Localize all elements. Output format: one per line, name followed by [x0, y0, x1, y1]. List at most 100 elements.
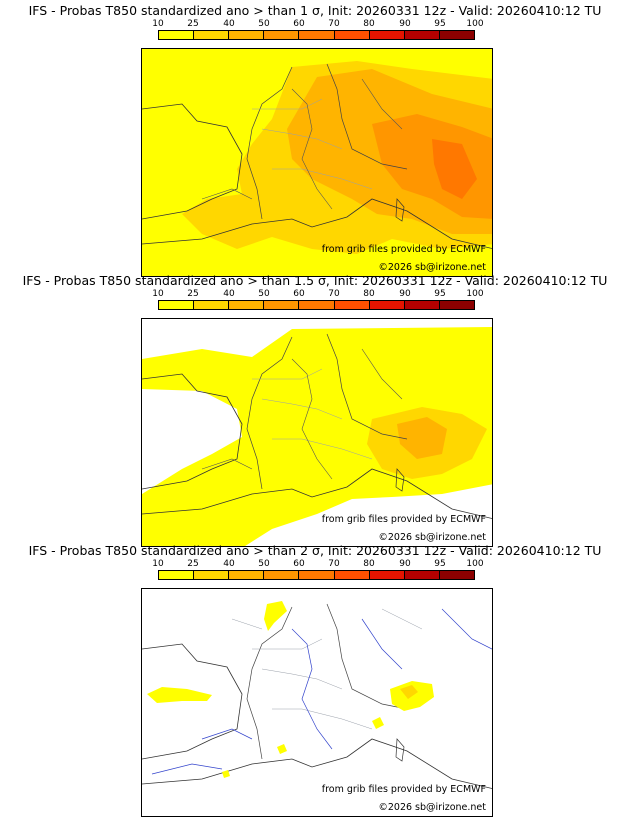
colorbar-ticks: 10 25 40 50 60 70 80 90 95 100	[152, 19, 487, 29]
map-graphic	[142, 49, 492, 276]
border	[326, 603, 408, 710]
colorbar-swatch	[194, 571, 230, 579]
colorbar-swatch	[194, 31, 230, 39]
colorbar-tick: 10	[152, 559, 164, 569]
border	[246, 606, 293, 760]
colorbar-swatch	[159, 571, 195, 579]
colorbar-tick: 40	[223, 289, 235, 299]
prob-field-10	[372, 717, 384, 729]
colorbar-tick: 60	[293, 289, 305, 299]
colorbar-swatch	[439, 301, 474, 309]
probability-map: from grib files provided by ECMWF ©2026 …	[141, 318, 493, 547]
colorbar	[158, 30, 475, 40]
colorbar-swatch	[369, 301, 405, 309]
colorbar-swatch	[264, 571, 300, 579]
credit-copyright: ©2026 sb@irizone.net	[378, 802, 486, 813]
region-borders	[252, 98, 373, 190]
colorbar-swatch	[369, 31, 405, 39]
island	[395, 198, 405, 222]
colorbar	[158, 570, 475, 580]
colorbar-tick: 40	[223, 19, 235, 29]
colorbar-tick: 10	[152, 289, 164, 299]
prob-field-10	[142, 327, 492, 546]
colorbar-ticks: 10 25 40 50 60 70 80 90 95 100	[152, 559, 487, 569]
colorbar-tick: 70	[328, 19, 340, 29]
colorbar-tick: 100	[466, 559, 484, 569]
colorbar-tick: 80	[363, 559, 375, 569]
colorbar-tick: 10	[152, 19, 164, 29]
colorbar-tick: 50	[258, 289, 270, 299]
prob-field-10	[222, 770, 230, 778]
credit-source: from grib files provided by ECMWF	[321, 514, 486, 525]
colorbar-swatch	[264, 301, 300, 309]
colorbar-tick: 90	[399, 289, 411, 299]
colorbar-tick: 80	[363, 19, 375, 29]
colorbar-swatch	[229, 571, 265, 579]
credit-source: from grib files provided by ECMWF	[321, 784, 486, 795]
colorbar-swatch	[439, 571, 474, 579]
colorbar-swatch	[404, 571, 440, 579]
panel-1-5sigma: IFS - Probas T850 standardized ano > tha…	[0, 270, 630, 547]
prob-field-60	[432, 139, 477, 199]
colorbar-swatch	[334, 301, 370, 309]
colorbar-swatch	[334, 31, 370, 39]
colorbar-swatch	[299, 31, 335, 39]
colorbar-tick: 60	[293, 19, 305, 29]
prob-field-10	[147, 687, 212, 703]
colorbar-tick: 100	[466, 289, 484, 299]
border	[326, 63, 408, 170]
island	[395, 738, 405, 762]
colorbar-tick: 50	[258, 19, 270, 29]
river	[201, 78, 403, 210]
colorbar-tick: 70	[328, 289, 340, 299]
map-background	[142, 589, 492, 816]
colorbar-tick: 100	[466, 19, 484, 29]
colorbar-swatch	[299, 571, 335, 579]
map-title: IFS - Probas T850 standardized ano > tha…	[28, 543, 602, 558]
coastline	[142, 198, 492, 249]
colorbar-swatch	[229, 301, 265, 309]
region-borders	[252, 368, 373, 460]
coastline	[142, 468, 492, 519]
colorbar-tick: 90	[399, 559, 411, 569]
colorbar-swatch	[404, 301, 440, 309]
colorbar-swatch	[369, 571, 405, 579]
colorbar-swatch	[159, 31, 195, 39]
colorbar-tick: 60	[293, 559, 305, 569]
map-graphic	[142, 319, 492, 546]
colorbar-tick: 25	[187, 19, 199, 29]
prob-field-10	[264, 601, 287, 631]
panel-2sigma: IFS - Probas T850 standardized ano > tha…	[0, 540, 630, 817]
colorbar-swatch	[159, 301, 195, 309]
colorbar-swatch	[334, 571, 370, 579]
credit-source: from grib files provided by ECMWF	[321, 244, 486, 255]
coastline	[142, 643, 243, 760]
colorbar-swatch	[194, 301, 230, 309]
colorbar-tick: 50	[258, 559, 270, 569]
map-title: IFS - Probas T850 standardized ano > tha…	[28, 3, 602, 18]
prob-field-40	[397, 417, 447, 459]
border	[246, 66, 293, 220]
colorbar-swatch	[439, 31, 474, 39]
colorbar-tick: 95	[434, 289, 446, 299]
colorbar-tick: 95	[434, 559, 446, 569]
region-borders	[231, 608, 423, 730]
map-graphic	[142, 589, 492, 816]
colorbar-tick: 80	[363, 289, 375, 299]
island	[395, 468, 405, 492]
border	[326, 333, 408, 440]
coastline	[142, 103, 243, 220]
colorbar-swatch	[404, 31, 440, 39]
colorbar-tick: 95	[434, 19, 446, 29]
prob-field-10	[277, 744, 287, 754]
colorbar-swatch	[264, 31, 300, 39]
colorbar-tick: 40	[223, 559, 235, 569]
prob-field-25	[400, 685, 418, 699]
map-title: IFS - Probas T850 standardized ano > tha…	[22, 273, 608, 288]
colorbar-swatch	[229, 31, 265, 39]
panel-1sigma: IFS - Probas T850 standardized ano > tha…	[0, 0, 630, 277]
probability-map: from grib files provided by ECMWF ©2026 …	[141, 48, 493, 277]
river	[201, 348, 403, 480]
river	[151, 608, 492, 775]
colorbar-tick: 90	[399, 19, 411, 29]
